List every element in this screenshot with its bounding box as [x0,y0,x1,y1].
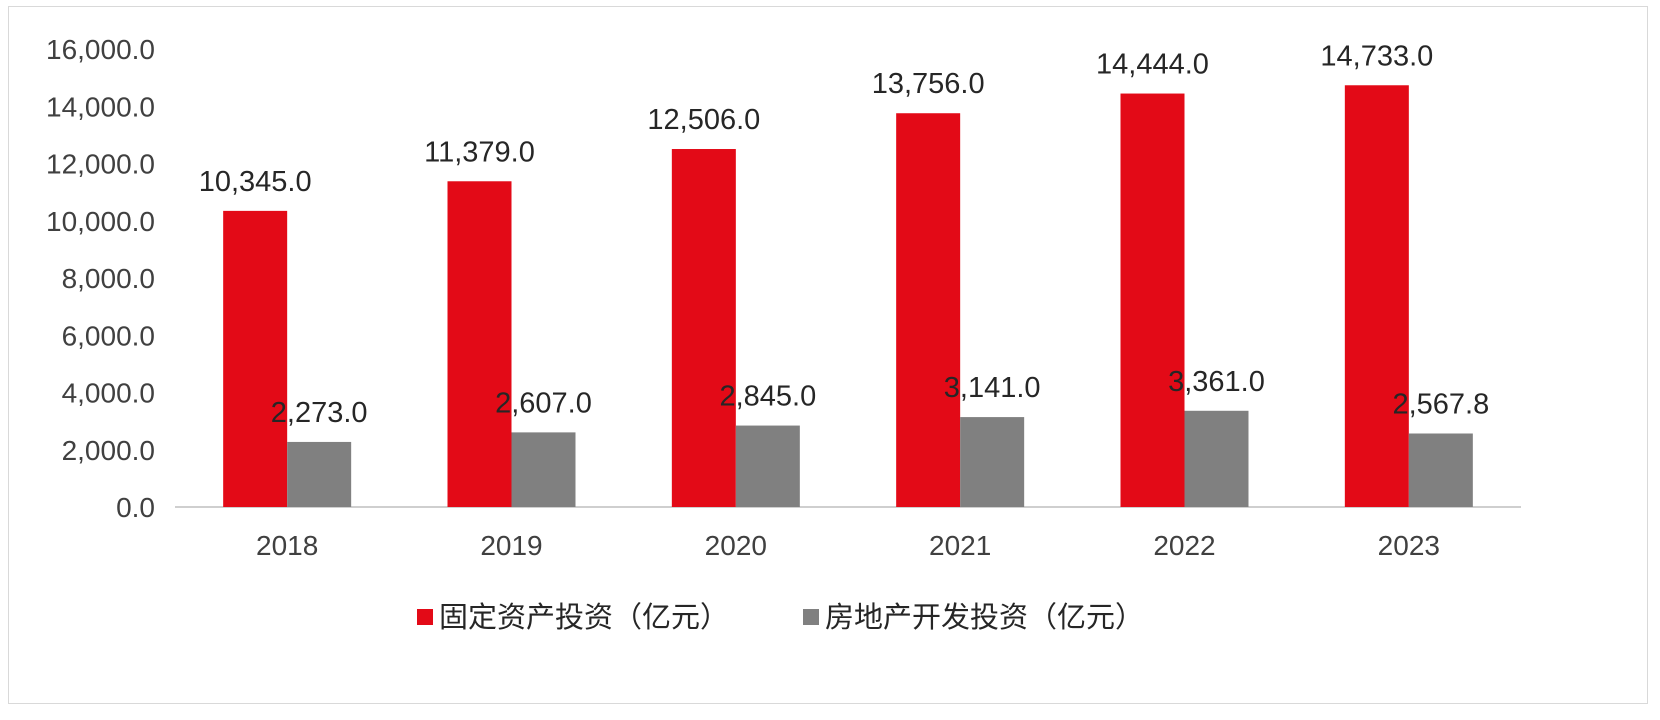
legend-swatch [417,609,433,625]
bar-real-estate-2018 [287,441,352,507]
legend-swatch [803,609,819,625]
legend-label: 固定资产投资（亿元） [439,601,729,634]
x-tick-label: 2023 [1378,530,1440,561]
bar-real-estate-2022 [1184,410,1249,507]
x-tick-label: 2021 [929,530,991,561]
data-label: 10,345.0 [199,166,312,198]
bar-real-estate-2019 [511,432,576,507]
data-labels: 10,345.0 11,379.0 12,506.0 13,756.0 14,444.0… [199,40,1489,429]
y-tick-label: 4,000.0 [62,378,155,409]
x-tick-label: 2018 [256,530,318,561]
bar-real-estate-2020 [735,425,800,507]
bar-fixed-asset-2019 [447,181,512,507]
data-label: 3,361.0 [1168,366,1265,398]
data-label: 14,444.0 [1096,49,1209,81]
bar-fixed-asset-2021 [896,113,961,507]
y-tick-label: 10,000.0 [46,206,155,237]
data-label: 11,379.0 [424,136,535,168]
y-tick-label: 2,000.0 [62,435,155,466]
legend-label: 房地产开发投资（亿元） [825,601,1144,634]
x-tick-label: 2020 [705,530,767,561]
data-label: 12,506.0 [647,104,760,136]
bar-fixed-asset-2018 [223,210,288,507]
y-tick-label: 16,000.0 [46,34,155,65]
bars [223,85,1473,507]
data-label: 2,607.0 [495,387,592,419]
y-tick-label: 6,000.0 [62,320,155,351]
x-axis: 2018 2019 2020 2021 2022 2023 [175,506,1521,561]
x-tick-label: 2022 [1153,530,1215,561]
data-label: 14,733.0 [1320,40,1433,72]
data-label: 13,756.0 [872,68,985,100]
bar-real-estate-2023 [1408,433,1473,507]
y-axis: 0.0 2,000.0 4,000.0 6,000.0 8,000.0 10,000.0 1… [46,34,155,523]
bar-chart: 0.0 2,000.0 4,000.0 6,000.0 8,000.0 10,000.0 1… [46,34,1521,634]
chart-frame: 0.0 2,000.0 4,000.0 6,000.0 8,000.0 10,000.0 1… [8,6,1648,704]
y-tick-label: 8,000.0 [62,263,155,294]
data-label: 2,273.0 [271,397,368,429]
x-tick-label: 2019 [480,530,542,561]
bar-fixed-asset-2020 [671,149,736,507]
data-label: 2,845.0 [719,381,816,413]
y-tick-label: 0.0 [116,492,155,523]
data-label: 2,567.8 [1392,388,1489,420]
bar-fixed-asset-2022 [1120,93,1185,507]
y-tick-label: 12,000.0 [46,149,155,180]
data-label: 3,141.0 [944,372,1041,404]
y-tick-label: 14,000.0 [46,91,155,122]
bar-real-estate-2021 [960,417,1025,507]
legend: 固定资产投资（亿元） 房地产开发投资（亿元） [417,601,1144,634]
bar-fixed-asset-2023 [1344,85,1409,507]
